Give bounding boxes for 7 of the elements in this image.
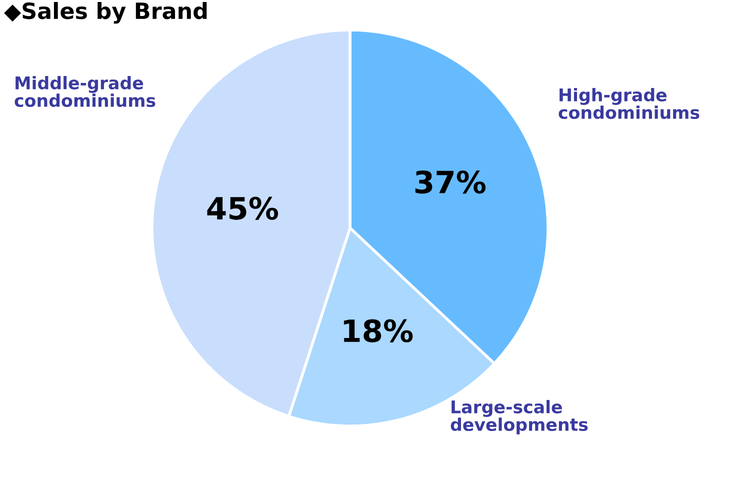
- slice-label: Large-scale developments: [450, 400, 588, 434]
- data-label: 37%: [415, 170, 486, 194]
- chart-title: ◆Sales by Brand: [4, 2, 207, 24]
- data-label: 45%: [207, 196, 278, 220]
- data-label: 18%: [344, 319, 413, 342]
- slice-label: High-grade condominiums: [558, 88, 700, 120]
- slice-label: Middle-grade condominiums: [14, 76, 156, 108]
